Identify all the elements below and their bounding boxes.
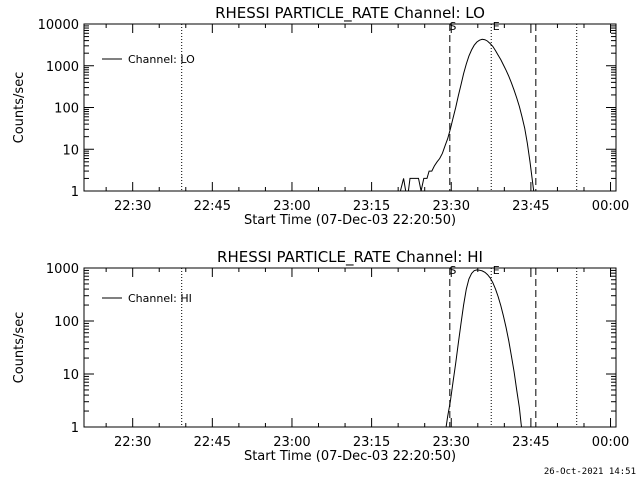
x-tick-label: 22:30: [114, 435, 151, 450]
y-tick-label: 100: [54, 102, 79, 117]
y-tick-label: 1000: [46, 262, 79, 277]
y-tick-label: 1: [71, 421, 79, 436]
x-tick-label: 00:00: [592, 435, 629, 450]
plot-frame: [83, 267, 617, 428]
y-tick-label: 10: [62, 143, 79, 158]
chart-hi-channel: RHESSI PARTICLE_RATE Channel: HI 22:30 22:…: [12, 248, 629, 464]
legend-label: Channel: LO: [128, 53, 195, 66]
chart-title: RHESSI PARTICLE_RATE Channel: HI: [217, 248, 483, 267]
x-tick-label: 23:45: [512, 199, 549, 214]
x-tick-label: 23:45: [512, 435, 549, 450]
series-line: [445, 269, 522, 428]
marker-label-e: E: [493, 20, 500, 33]
x-tick-label: 22:30: [114, 199, 151, 214]
y-tick-label: 1: [71, 185, 79, 200]
series-line: [399, 38, 535, 192]
x-tick-label: 23:00: [273, 435, 310, 450]
chart-title: RHESSI PARTICLE_RATE Channel: LO: [215, 4, 485, 23]
x-tick-label: 23:30: [433, 199, 470, 214]
x-axis-label: Start Time (07-Dec-03 22:20:50): [244, 213, 456, 228]
y-tick-label: 10: [62, 368, 79, 383]
x-tick-label: 22:45: [194, 199, 231, 214]
footer-timestamp: 26-Oct-2021 14:51: [544, 467, 636, 477]
legend-label: Channel: HI: [128, 292, 192, 305]
y-axis-label: Counts/sec: [12, 72, 27, 144]
x-tick-label: 23:15: [353, 199, 390, 214]
y-tick-label: 10000: [38, 18, 79, 33]
marker-label-e: E: [493, 264, 500, 277]
marker-label-s: S: [449, 264, 456, 277]
marker-label-s: S: [449, 20, 456, 33]
y-tick-label: 1000: [46, 60, 79, 75]
x-tick-label: 23:15: [353, 435, 390, 450]
chart-lo-channel: RHESSI PARTICLE_RATE Channel: LO 22:30 22:…: [12, 4, 629, 228]
y-tick-label: 100: [54, 315, 79, 330]
x-axis-label: Start Time (07-Dec-03 22:20:50): [244, 449, 456, 464]
x-tick-label: 23:30: [433, 435, 470, 450]
x-tick-label: 22:45: [194, 435, 231, 450]
x-tick-label: 00:00: [592, 199, 629, 214]
x-tick-label: 23:00: [273, 199, 310, 214]
y-axis-label: Counts/sec: [12, 312, 27, 384]
